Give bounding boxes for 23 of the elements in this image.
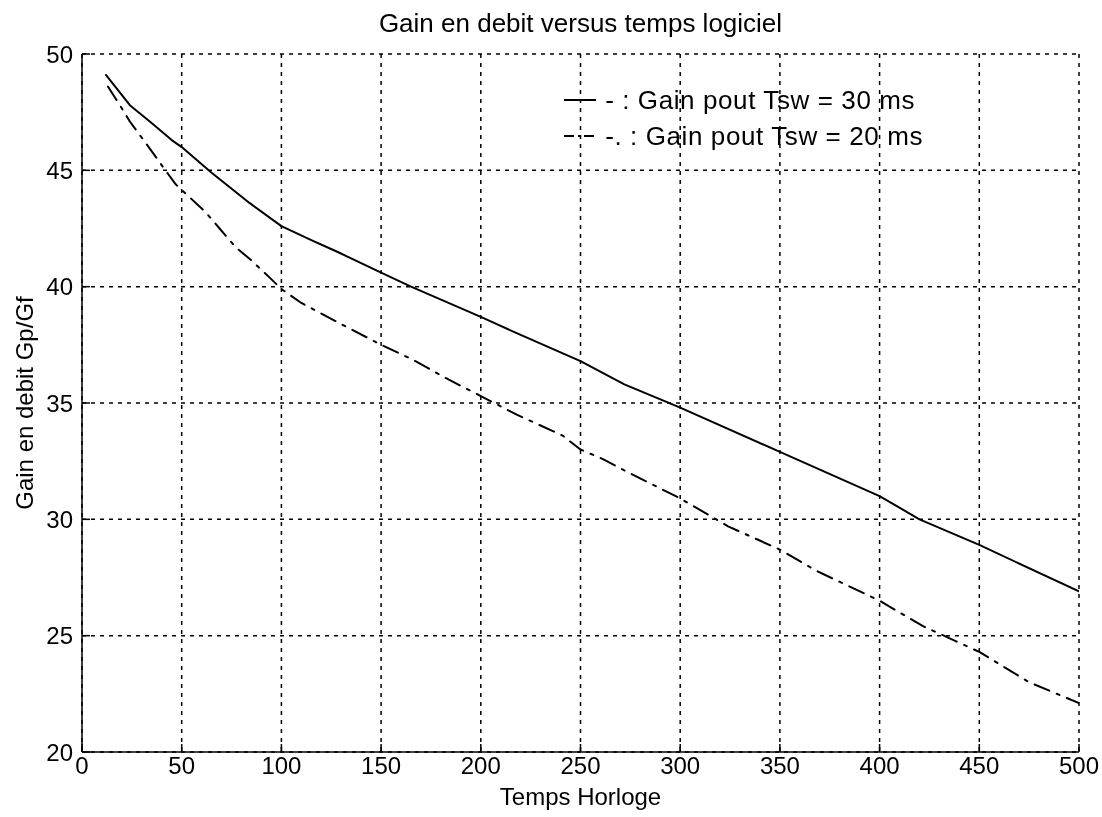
y-tick-label: 50 bbox=[46, 40, 73, 68]
legend-label: -. : Gain pout Tsw = 20 ms bbox=[605, 121, 923, 151]
x-tick-label: 100 bbox=[261, 752, 302, 780]
x-axis-title: Temps Horloge bbox=[499, 783, 662, 810]
y-tick-label: 45 bbox=[46, 156, 73, 184]
y-tick-label: 25 bbox=[46, 622, 73, 650]
chart-title: Gain en debit versus temps logiciel bbox=[378, 8, 783, 38]
x-tick-label: 350 bbox=[759, 752, 800, 780]
x-tick-label: 300 bbox=[660, 752, 701, 780]
y-axis-title: Gain en debit Gp/Gf bbox=[11, 296, 38, 510]
legend-label: - : Gain pout Tsw = 30 ms bbox=[605, 85, 916, 115]
x-tick-label: 150 bbox=[361, 752, 402, 780]
x-tick-label: 0 bbox=[75, 752, 89, 780]
y-tick-label: 40 bbox=[46, 273, 73, 301]
x-tick-label: 500 bbox=[1058, 752, 1100, 780]
x-tick-label: 200 bbox=[460, 752, 501, 780]
x-tick-label: 250 bbox=[560, 752, 601, 780]
x-tick-label: 400 bbox=[859, 752, 900, 780]
y-tick-label: 35 bbox=[46, 389, 73, 417]
x-tick-label: 450 bbox=[959, 752, 1000, 780]
x-tick-label: 50 bbox=[168, 752, 196, 780]
y-tick-label: 30 bbox=[46, 505, 73, 533]
y-tick-label: 20 bbox=[46, 738, 73, 766]
